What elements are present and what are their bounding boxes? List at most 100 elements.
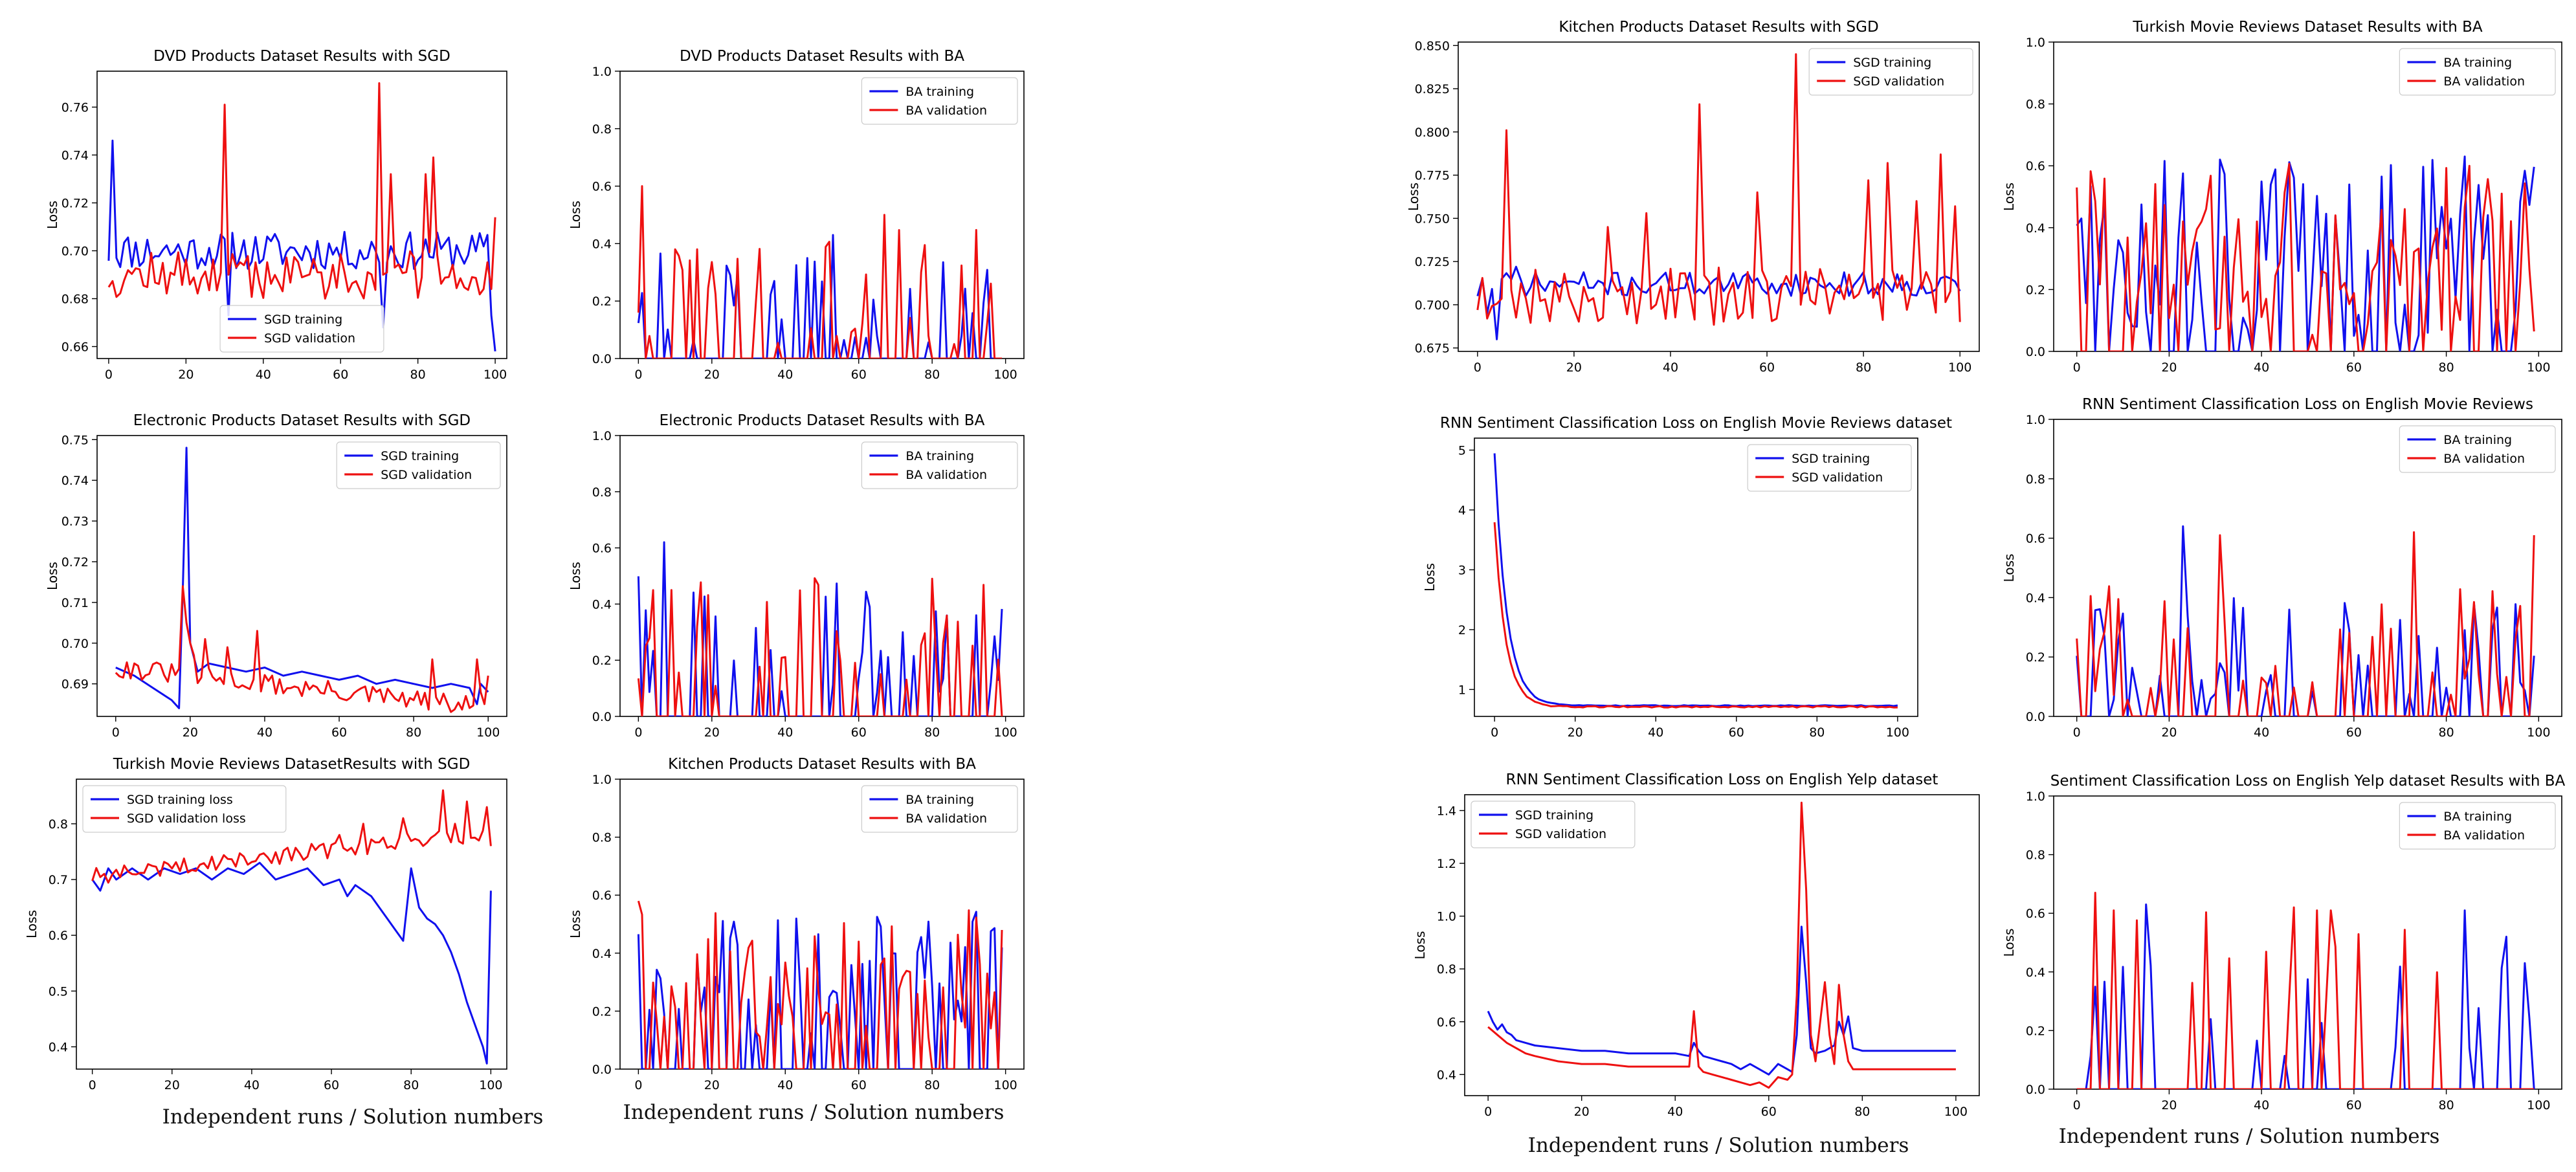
chart-p11: RNN Sentiment Classification Loss on Eng…: [1412, 771, 1980, 1119]
x-tick-label: 100: [1948, 360, 1971, 375]
y-tick-label: 0.8: [1437, 962, 1456, 977]
x-tick-label: 0: [1491, 725, 1498, 740]
y-tick-label: 0.8: [2026, 472, 2045, 487]
y-tick-label: 0.6: [1437, 1015, 1456, 1030]
x-tick-label: 60: [333, 368, 348, 382]
chart-title: Kitchen Products Dataset Results with SG…: [1559, 19, 1878, 36]
chart-p8: Turkish Movie Reviews Dataset Results wi…: [2001, 19, 2562, 375]
legend-label: BA validation: [905, 812, 987, 826]
y-tick-label: 0.8: [2026, 848, 2045, 863]
chart-title: DVD Products Dataset Results with SGD: [153, 48, 450, 65]
y-tick-label: 0.6: [2026, 159, 2045, 173]
y-tick-label: 0.725: [1415, 255, 1450, 269]
series-line-validation: [1487, 801, 1956, 1089]
y-tick-label: 0.75: [61, 433, 89, 447]
legend-box: [861, 441, 1018, 489]
legend-label: SGD validation loss: [127, 812, 246, 826]
x-tick-label: 40: [256, 368, 271, 382]
y-tick-label: 0.6: [49, 929, 68, 943]
x-tick-label: 80: [924, 725, 940, 740]
y-tick-label: 0.8: [49, 817, 68, 832]
y-tick-label: 1: [1458, 683, 1466, 697]
series-line-validation: [115, 585, 489, 713]
y-axis-label: Loss: [568, 910, 583, 938]
legend: BA training BA validation: [2399, 48, 2556, 96]
y-tick-label: 0.0: [2026, 710, 2045, 724]
legend-label: SGD training loss: [127, 793, 233, 807]
y-tick-label: 0.74: [61, 149, 89, 163]
y-axis-label: Loss: [1422, 563, 1438, 592]
y-tick-label: 1.0: [592, 429, 612, 443]
legend: SGD training SGD validation: [1808, 48, 1973, 96]
legend-label: SGD validation: [264, 331, 355, 346]
x-tick-label: 40: [2254, 1098, 2269, 1112]
legend: SGD training SGD validation: [1471, 801, 1636, 848]
y-tick-label: 0.6: [592, 542, 612, 556]
y-axis-label: Loss: [1412, 931, 1428, 960]
series-line-training: [2076, 155, 2535, 351]
y-tick-label: 0.68: [61, 293, 89, 307]
y-axis-label: Loss: [2001, 554, 2017, 582]
legend-label: SGD training: [1853, 56, 1931, 70]
legend-label: BA validation: [2443, 452, 2525, 466]
y-tick-label: 0.800: [1415, 126, 1450, 140]
legend-label: BA training: [905, 85, 974, 99]
x-tick-label: 40: [777, 1078, 793, 1092]
y-tick-label: 0.8: [592, 831, 612, 845]
series-line-validation: [1476, 53, 1961, 326]
y-axis-label: Loss: [2001, 182, 2017, 211]
chart-title: Sentiment Classification Loss on English…: [2050, 773, 2566, 790]
y-tick-label: 0.0: [592, 1063, 612, 1077]
series-line-training: [2076, 903, 2535, 1089]
y-tick-label: 0.775: [1415, 169, 1450, 183]
legend-label: SGD validation: [1792, 470, 1883, 485]
x-tick-label: 60: [1759, 360, 1775, 375]
legend-box: [861, 785, 1018, 833]
legend: SGD training SGD validation: [219, 305, 384, 353]
y-tick-label: 0.72: [61, 555, 89, 569]
x-tick-label: 100: [476, 725, 500, 740]
x-tick-label: 60: [851, 725, 867, 740]
x-tick-label: 20: [178, 368, 194, 382]
x-tick-label: 0: [2073, 1098, 2081, 1112]
legend-box: [1471, 801, 1636, 848]
chart-title: RNN Sentiment Classification Loss on Eng…: [2082, 396, 2533, 413]
legend: BA training BA validation: [2399, 802, 2556, 850]
x-tick-label: 80: [2438, 360, 2454, 375]
series-line-validation: [637, 185, 1002, 359]
x-tick-label: 40: [257, 725, 272, 740]
y-tick-label: 0.66: [61, 340, 89, 355]
x-tick-label: 80: [406, 725, 421, 740]
legend-box: [219, 305, 384, 353]
legend-box: [1808, 48, 1973, 96]
y-axis-label: Loss: [45, 201, 60, 229]
x-tick-label: 80: [1856, 360, 1871, 375]
series-line-validation: [2076, 162, 2535, 351]
legend: BA training BA validation: [2399, 425, 2556, 473]
y-axis-label: Loss: [568, 201, 583, 229]
y-tick-label: 0.0: [2026, 345, 2045, 359]
chart-p1: DVD Products Dataset Results with SGD 0 20…: [45, 48, 507, 382]
y-tick-label: 0.700: [1415, 298, 1450, 313]
y-tick-label: 0.0: [2026, 1083, 2045, 1097]
x-axis-caption-middle: Independent runs / Solution numbers: [623, 1101, 1005, 1124]
x-tick-label: 100: [2527, 360, 2550, 375]
y-tick-label: 1.0: [592, 65, 612, 79]
y-tick-label: 0.5: [49, 984, 68, 999]
y-tick-label: 1.0: [592, 773, 612, 787]
y-tick-label: 0.8: [2026, 98, 2045, 112]
y-tick-label: 4: [1458, 503, 1466, 518]
chart-title: Electronic Products Dataset Results with…: [133, 412, 471, 429]
y-tick-label: 0.2: [2026, 283, 2045, 297]
x-tick-label: 40: [1667, 1105, 1683, 1119]
y-tick-label: 0.69: [61, 678, 89, 692]
series-line-training: [115, 447, 489, 709]
y-tick-label: 0.2: [592, 294, 612, 309]
x-tick-label: 0: [105, 368, 113, 382]
chart-p10: RNN Sentiment Classification Loss on Eng…: [2001, 396, 2562, 740]
legend-box: [2399, 48, 2556, 96]
x-tick-label: 40: [777, 725, 793, 740]
chart-p6: Kitchen Products Dataset Results with BA…: [568, 756, 1025, 1092]
x-tick-label: 60: [2346, 725, 2362, 740]
